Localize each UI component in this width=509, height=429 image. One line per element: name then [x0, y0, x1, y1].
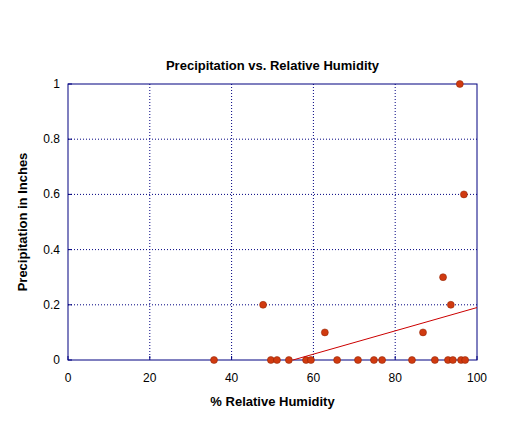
- scatter-point: [447, 301, 454, 308]
- scatter-point: [211, 357, 218, 364]
- scatter-point: [462, 357, 469, 364]
- y-tick: [68, 139, 72, 140]
- scatter-point: [354, 357, 361, 364]
- x-tick-label: 100: [467, 371, 487, 385]
- y-tick-label: 0: [53, 353, 60, 367]
- y-tick: [68, 194, 72, 195]
- chart-svg: 0 20 40 60 80 100 0 0.2 0.4 0.6 0.8 1 Precipitation …: [0, 0, 509, 429]
- scatter-point: [460, 191, 467, 198]
- x-tick: [477, 356, 478, 360]
- plot-marks: [211, 81, 477, 364]
- x-tick: [395, 356, 396, 360]
- x-grid-line: [313, 84, 314, 360]
- scatter-point: [408, 357, 415, 364]
- y-tick: [68, 304, 72, 305]
- y-tick: [68, 249, 72, 250]
- scatter-point: [440, 274, 447, 281]
- scatter-point: [420, 329, 427, 336]
- chart-title: Precipitation vs. Relative Humidity: [166, 58, 380, 73]
- scatter-point: [273, 357, 280, 364]
- x-grid-line: [149, 84, 150, 360]
- y-tick-label: 1: [53, 77, 60, 91]
- x-tick: [149, 356, 150, 360]
- x-grid-line: [231, 84, 232, 360]
- x-axis-label: % Relative Humidity: [210, 394, 335, 409]
- scatter-point: [285, 357, 292, 364]
- scatter-point: [307, 357, 314, 364]
- x-grid-line: [395, 84, 396, 360]
- plot-frame: [68, 84, 477, 360]
- chart-container: 0 20 40 60 80 100 0 0.2 0.4 0.6 0.8 1 Precipitation …: [0, 0, 509, 429]
- scatter-point: [431, 357, 438, 364]
- scatter-point: [334, 357, 341, 364]
- y-tick: [68, 360, 72, 361]
- scatter-point: [456, 81, 463, 88]
- y-tick-label: 0.4: [43, 243, 60, 257]
- y-tick-label: 0.2: [43, 298, 60, 312]
- x-tick-label: 0: [65, 371, 72, 385]
- y-grid-line: [68, 249, 477, 250]
- x-tick-label: 60: [307, 371, 321, 385]
- scatter-point: [449, 357, 456, 364]
- trend-line: [293, 308, 477, 360]
- y-grid-line: [68, 139, 477, 140]
- x-tick-label: 20: [143, 371, 157, 385]
- x-tick: [68, 356, 69, 360]
- y-grid-line: [68, 194, 477, 195]
- scatter-point: [379, 357, 386, 364]
- y-axis-label: Precipitation in Inches: [15, 153, 30, 292]
- y-tick: [68, 84, 72, 85]
- y-tick-label: 0.6: [43, 187, 60, 201]
- x-tick: [231, 356, 232, 360]
- scatter-point: [321, 329, 328, 336]
- scatter-point: [370, 357, 377, 364]
- x-tick-label: 40: [225, 371, 239, 385]
- y-grid-line: [68, 304, 477, 305]
- x-tick-label: 80: [389, 371, 403, 385]
- y-tick-label: 0.8: [43, 132, 60, 146]
- scatter-point: [260, 301, 267, 308]
